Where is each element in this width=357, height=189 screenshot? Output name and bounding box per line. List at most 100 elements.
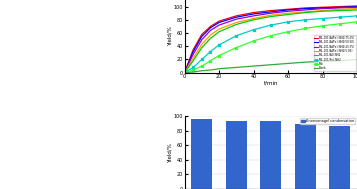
MIL-101(Al/Fe)-NH2(5:95) (303, 11, 307, 13)
Mix (269, 35, 273, 37)
Mix (191, 69, 195, 71)
MIL-101(Al/Fe)-NH2(50:50) (208, 27, 212, 29)
MIL-101(Al/Fe)-NH2(75:25) (251, 11, 256, 14)
MIL-101(Al/Fe)-NH2(5:95) (355, 7, 357, 10)
MIL-101(Al/Fe)-NH2(50:50) (182, 72, 187, 74)
MIL-101(Al/Fe)-NH2(5:95) (269, 14, 273, 16)
MIL-101(Al/Fe)-NH2(5:95) (182, 72, 187, 74)
MIL-101(Al/Fe)-NH2(75:25) (269, 9, 273, 12)
MIL-101(Fe)-NH2 (355, 15, 357, 17)
MIL-101(Al)-NH2 (182, 72, 187, 74)
MIL-101(Al)-NH2 (200, 46, 204, 49)
MIL-101(Al)-NH2 (234, 23, 238, 26)
MIL-101(Al/Fe)-NH2(50:50) (269, 11, 273, 13)
MIL-101(Al/Fe)-NH2(50:50) (200, 35, 204, 37)
Line: MIL-101(Al/Fe)-NH2(75:25): MIL-101(Al/Fe)-NH2(75:25) (185, 6, 357, 73)
Bar (295, 124, 316, 189)
MIL-101(Al)-NH2 (191, 60, 195, 62)
Blank (191, 71, 195, 73)
MIL-101(Fe)-NH2 (338, 16, 342, 18)
Mix (338, 23, 342, 25)
MIL-101(Fe)-NH2 (200, 58, 204, 61)
Blank (208, 69, 212, 71)
MIL-101(Al/Fe)-NH2(75:25) (355, 5, 357, 7)
Mix (303, 27, 307, 29)
Blank (200, 70, 204, 72)
MIL-101(Fe)-NH2 (251, 29, 256, 31)
MIL-101(Al/Fe)-NH2(50:50) (217, 21, 221, 24)
Line: Mix: Mix (183, 20, 357, 74)
MIL-101(Al)-NH2 (217, 31, 221, 33)
MIL-101(Al/Fe)-NH2(50:50) (251, 13, 256, 15)
Blank (269, 64, 273, 66)
MIL-101(Al/Fe)-NH2(5:95) (251, 17, 256, 20)
MIL-101(Al/Fe)-NH2(50:50) (338, 6, 342, 8)
MIL-101(Al/Fe)-NH2(75:25) (286, 8, 290, 10)
MIL-101(Al/Fe)-NH2(50:50) (234, 16, 238, 18)
Blank (338, 60, 342, 62)
MIL-101(Al/Fe)-NH2(25:75) (182, 72, 187, 74)
MIL-101(Al/Fe)-NH2(5:95) (234, 21, 238, 24)
MIL-101(Al/Fe)-NH2(5:95) (338, 8, 342, 10)
MIL-101(Al)-NH2 (269, 15, 273, 18)
MIL-101(Al/Fe)-NH2(75:25) (320, 6, 325, 8)
Mix (217, 54, 221, 57)
MIL-101(Al/Fe)-NH2(50:50) (355, 5, 357, 8)
MIL-101(Al/Fe)-NH2(25:75) (320, 7, 325, 10)
Line: MIL-101(Al/Fe)-NH2(25:75): MIL-101(Al/Fe)-NH2(25:75) (185, 7, 357, 73)
Bar (191, 119, 212, 189)
Bar (261, 121, 281, 189)
MIL-101(Al/Fe)-NH2(25:75) (234, 18, 238, 20)
Legend: Knoevenagel condensation: Knoevenagel condensation (301, 118, 355, 124)
X-axis label: t/min: t/min (263, 81, 278, 85)
Line: MIL-101(Fe)-NH2: MIL-101(Fe)-NH2 (183, 15, 357, 74)
MIL-101(Al)-NH2 (208, 37, 212, 40)
Y-axis label: Yield/%: Yield/% (167, 26, 172, 46)
Mix (234, 46, 238, 49)
Mix (286, 31, 290, 33)
Blank (286, 62, 290, 65)
MIL-101(Al/Fe)-NH2(50:50) (320, 7, 325, 9)
MIL-101(Al/Fe)-NH2(25:75) (286, 10, 290, 12)
Line: MIL-101(Al)-NH2: MIL-101(Al)-NH2 (185, 10, 357, 73)
MIL-101(Al/Fe)-NH2(50:50) (191, 50, 195, 53)
MIL-101(Al)-NH2 (338, 9, 342, 12)
Blank (303, 61, 307, 63)
MIL-101(Fe)-NH2 (191, 66, 195, 69)
MIL-101(Al)-NH2 (355, 9, 357, 11)
Line: Blank: Blank (185, 60, 357, 73)
MIL-101(Al/Fe)-NH2(75:25) (200, 33, 204, 36)
Mix (320, 25, 325, 27)
Line: MIL-101(Al/Fe)-NH2(5:95): MIL-101(Al/Fe)-NH2(5:95) (185, 9, 357, 73)
MIL-101(Al/Fe)-NH2(75:25) (303, 7, 307, 9)
Blank (182, 72, 187, 74)
MIL-101(Fe)-NH2 (234, 35, 238, 37)
MIL-101(Al/Fe)-NH2(5:95) (200, 43, 204, 45)
MIL-101(Al/Fe)-NH2(75:25) (182, 72, 187, 74)
Blank (355, 58, 357, 61)
Mix (200, 65, 204, 67)
MIL-101(Al/Fe)-NH2(75:25) (191, 48, 195, 51)
MIL-101(Fe)-NH2 (286, 21, 290, 23)
MIL-101(Al/Fe)-NH2(50:50) (286, 9, 290, 11)
MIL-101(Fe)-NH2 (182, 72, 187, 74)
MIL-101(Al/Fe)-NH2(25:75) (208, 29, 212, 32)
Mix (251, 40, 256, 42)
MIL-101(Al/Fe)-NH2(75:25) (217, 20, 221, 22)
MIL-101(Al)-NH2 (286, 13, 290, 16)
Blank (251, 65, 256, 67)
MIL-101(Al)-NH2 (251, 19, 256, 21)
MIL-101(Al)-NH2 (303, 11, 307, 14)
MIL-101(Al/Fe)-NH2(5:95) (208, 34, 212, 36)
MIL-101(Al)-NH2 (320, 10, 325, 12)
MIL-101(Al/Fe)-NH2(5:95) (191, 57, 195, 59)
Mix (355, 21, 357, 23)
MIL-101(Al/Fe)-NH2(25:75) (269, 12, 273, 14)
Blank (320, 60, 325, 63)
MIL-101(Al/Fe)-NH2(25:75) (191, 53, 195, 55)
MIL-101(Fe)-NH2 (303, 19, 307, 21)
MIL-101(Al/Fe)-NH2(25:75) (355, 6, 357, 8)
MIL-101(Al/Fe)-NH2(25:75) (217, 24, 221, 26)
MIL-101(Al/Fe)-NH2(75:25) (208, 25, 212, 28)
MIL-101(Al/Fe)-NH2(5:95) (217, 28, 221, 30)
